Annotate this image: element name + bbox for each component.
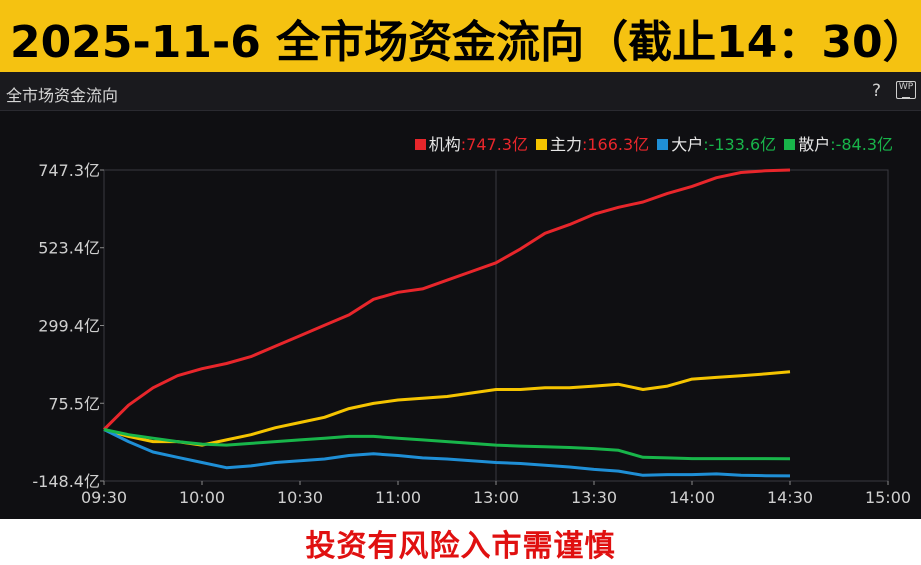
x-tick-label: 15:00 — [865, 488, 911, 507]
banner-title: 2025-11-6 全市场资金流向（截止14：30） — [10, 17, 921, 68]
y-tick-label: -148.4亿 — [32, 472, 100, 491]
wp-icon[interactable]: WP — [896, 81, 916, 99]
panel-title: 全市场资金流向 — [6, 86, 119, 105]
y-tick-label: 299.4亿 — [38, 317, 100, 336]
legend-swatch — [784, 139, 796, 150]
legend-item-0[interactable]: 机构:747.3亿 — [414, 131, 528, 155]
x-tick-label: 14:00 — [669, 488, 715, 507]
legend-item-1[interactable]: 主力:166.3亿 — [535, 131, 650, 155]
legend-value: :-84.3亿 — [830, 135, 893, 154]
series-line-大户 — [103, 428, 791, 478]
legend-label: 机构 — [428, 135, 461, 154]
x-tick-label: 13:00 — [473, 488, 519, 507]
chart-panel: 全市场资金流向 ? WP 机构:747.3亿 主力:166.3亿 大户:-133… — [0, 72, 921, 519]
legend-label: 大户 — [671, 135, 704, 154]
risk-warning: 投资有风险入市需谨慎 — [305, 529, 616, 564]
legend-label: 散户 — [798, 135, 831, 154]
y-tick-label: 75.5亿 — [48, 394, 100, 413]
legend-swatch — [535, 139, 547, 150]
x-tick-label: 10:00 — [179, 488, 225, 507]
footer: 投资有风险入市需谨慎 — [0, 519, 921, 564]
chart-legend: 机构:747.3亿 主力:166.3亿 大户:-133.6亿 散户:-84.3亿 — [407, 131, 893, 155]
legend-item-3[interactable]: 散户:-84.3亿 — [784, 131, 893, 155]
wp-icon-label: WP — [898, 82, 914, 92]
legend-swatch — [657, 139, 669, 150]
x-tick-label: 14:30 — [767, 488, 813, 507]
legend-label: 主力 — [549, 135, 582, 154]
legend-item-2[interactable]: 大户:-133.6亿 — [657, 131, 776, 155]
series-line-机构 — [102, 168, 791, 431]
title-banner: 2025-11-6 全市场资金流向（截止14：30） — [0, 0, 921, 72]
x-tick-label: 10:30 — [277, 488, 323, 507]
x-tick-label: 09:30 — [81, 488, 127, 507]
series-line-主力 — [103, 370, 791, 447]
y-tick-label: 523.4亿 — [38, 239, 100, 258]
legend-value: :-133.6亿 — [703, 135, 777, 154]
y-tick-label: 747.3亿 — [38, 161, 100, 180]
x-tick-label: 13:30 — [571, 488, 617, 507]
series-line-散户 — [103, 428, 791, 461]
legend-value: :747.3亿 — [460, 135, 528, 154]
legend-swatch — [414, 139, 426, 150]
panel-header: 全市场资金流向 ? WP — [0, 72, 921, 111]
help-icon[interactable]: ? — [872, 81, 882, 101]
legend-value: :166.3亿 — [581, 135, 650, 154]
x-tick-label: 11:00 — [375, 488, 421, 507]
